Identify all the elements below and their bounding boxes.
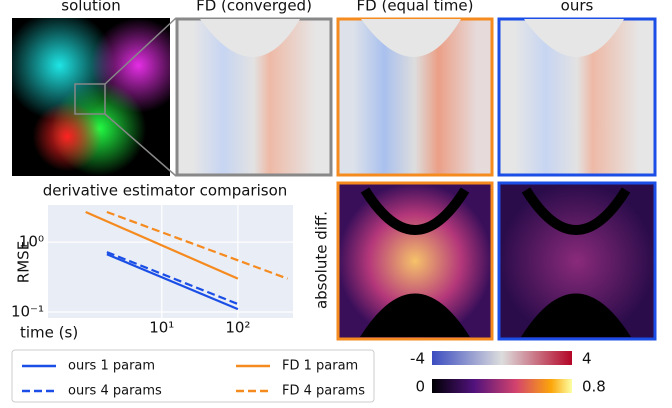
legend-box [11, 349, 375, 403]
legend-label: FD 1 param [282, 359, 358, 374]
y-tick-label: 10⁻¹ [11, 302, 44, 320]
y-axis-label: RMSE [15, 241, 33, 283]
legend-label: FD 4 params [282, 384, 365, 399]
colorbar-label: 0.8 [582, 378, 606, 396]
x-axis-label: time (s) [20, 324, 78, 342]
plot-area [48, 205, 293, 318]
panel-title: solution [61, 0, 120, 15]
chart-title: derivative estimator comparison [43, 182, 288, 200]
colorbar-label: 0 [415, 378, 425, 396]
colorbar [432, 379, 572, 393]
panel-title: FD (equal time) [357, 0, 474, 15]
x-tick-label: 10² [225, 319, 250, 337]
colorbar-label: 4 [582, 350, 592, 368]
side-label: absolute diff. [313, 211, 331, 309]
series-line [85, 210, 239, 280]
colorbar [432, 351, 572, 365]
panel-title: ours [561, 0, 594, 15]
legend-label: ours 4 params [68, 384, 162, 399]
panel-title: FD (converged) [196, 0, 312, 15]
x-tick-label: 10¹ [149, 319, 174, 337]
series-line [106, 253, 239, 311]
colorbar-label: -4 [410, 350, 425, 368]
images [12, 17, 657, 341]
series-line [106, 210, 288, 280]
y-tick-label: 10⁰ [19, 233, 44, 251]
legend-label: ours 1 param [68, 359, 155, 374]
